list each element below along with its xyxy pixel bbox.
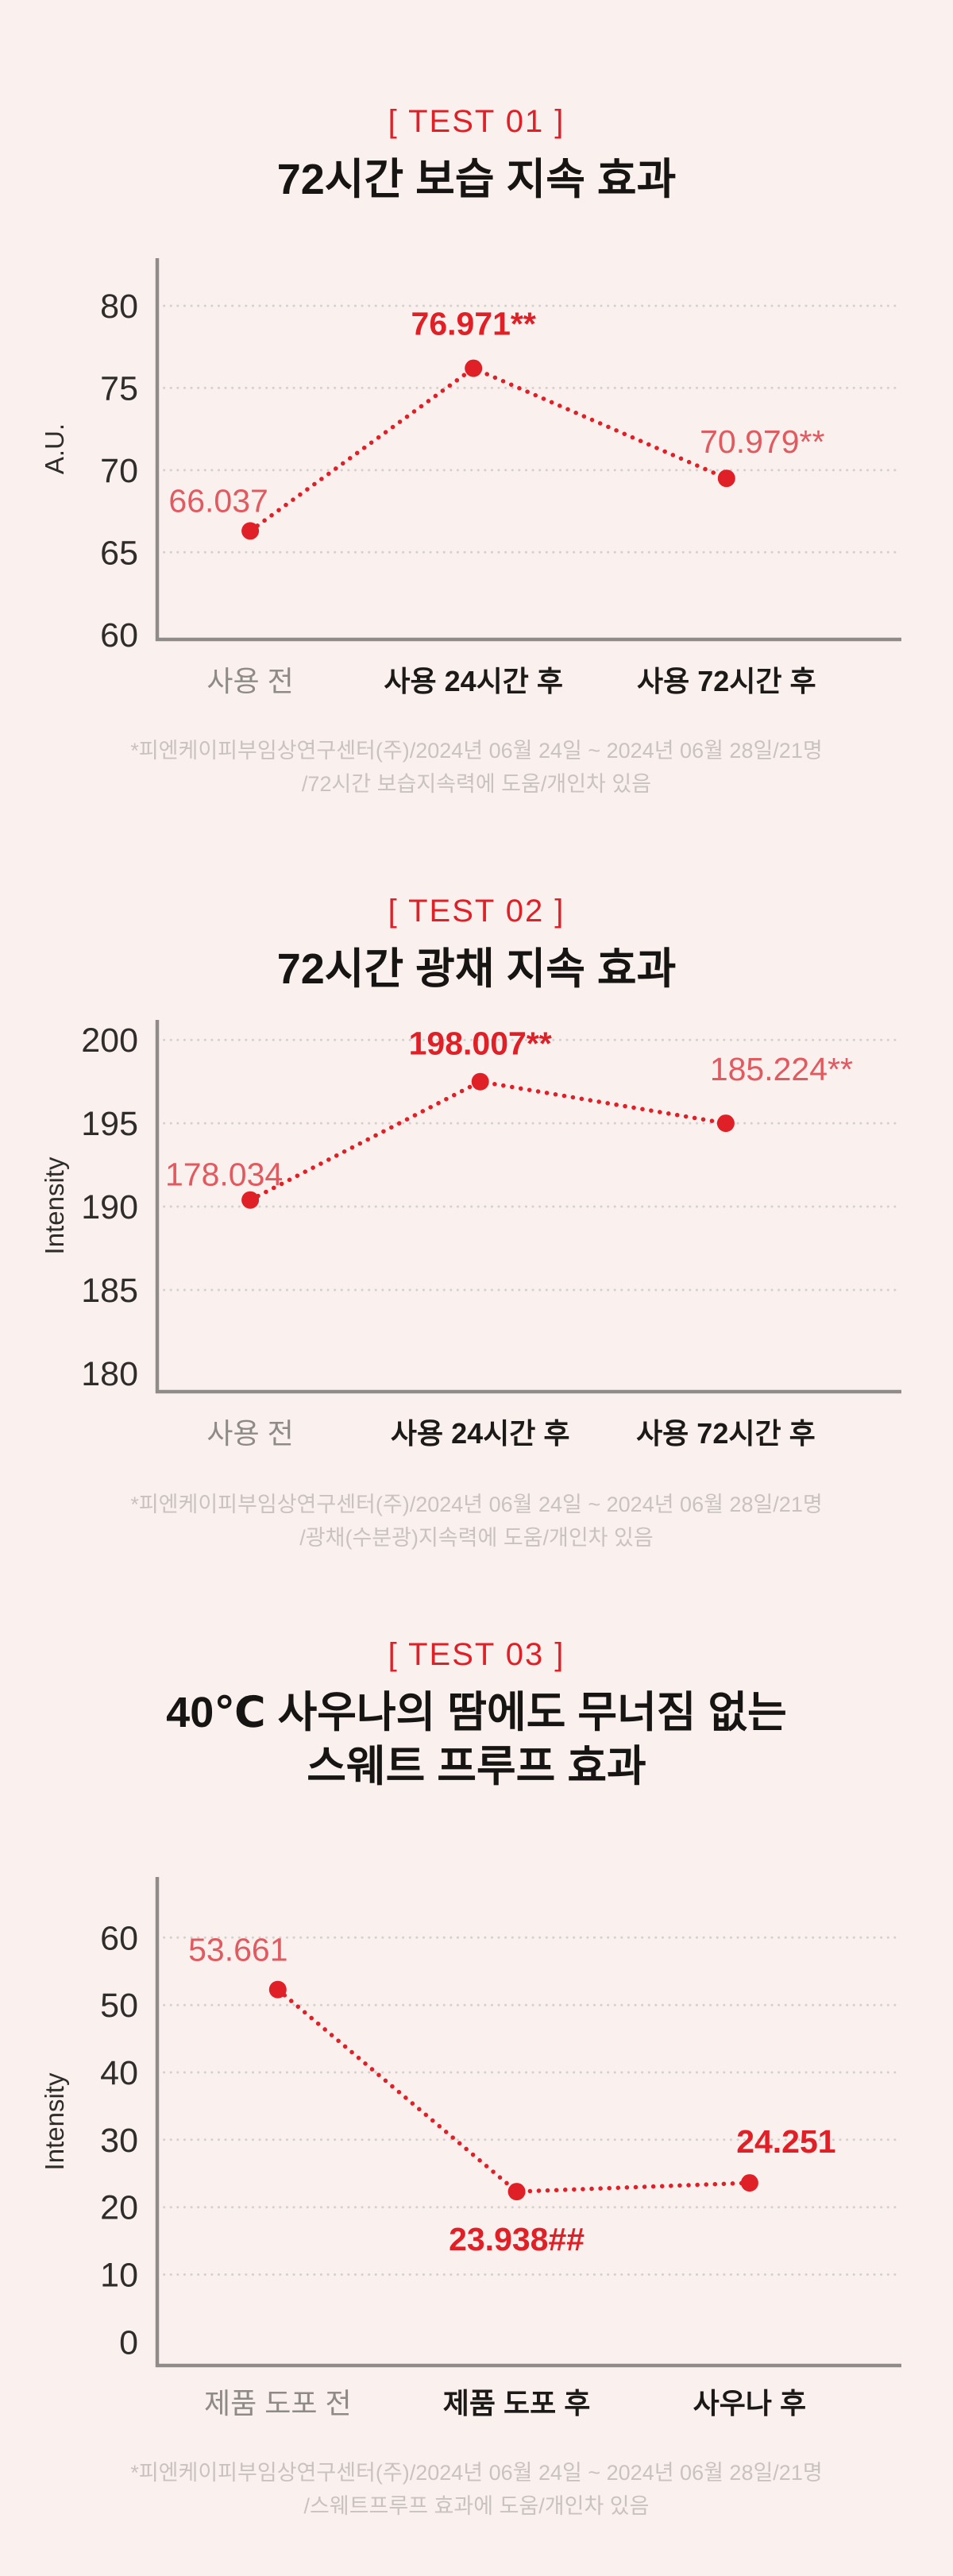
y-axis-labels: 0 10 20 30 40 50 60 Intensity	[40, 1919, 138, 2362]
test03-footnote-line-1: *피엔케이피부임상연구센터(주)/2024년 06월 24일 ~ 2024년 0…	[130, 2461, 823, 2485]
test02-tag: [ TEST 02 ]	[388, 894, 565, 929]
svg-text:185: 185	[81, 1272, 138, 1310]
data-point	[716, 1114, 735, 1133]
svg-text:60: 60	[100, 616, 138, 655]
svg-text:사용 72시간 후: 사용 72시간 후	[637, 665, 816, 697]
svg-text:사용 전: 사용 전	[206, 665, 293, 697]
data-point	[465, 359, 483, 377]
x-axis-labels: 사용 전 사용 24시간 후 사용 72시간 후	[206, 665, 816, 697]
x-axis-labels: 제품 도포 전 제품 도포 후 사우나 후	[204, 2387, 806, 2420]
svg-text:70.979**: 70.979**	[700, 423, 824, 460]
svg-text:178.034: 178.034	[165, 1157, 283, 1193]
svg-text:제품 도포 후: 제품 도포 후	[443, 2387, 591, 2420]
svg-text:10: 10	[100, 2257, 138, 2295]
data-point	[241, 522, 260, 540]
test01-section: [ TEST 01 ] 72시간 보습 지속 효과 60 65 70 75 80 A.U.…	[0, 102, 953, 801]
svg-text:76.971**: 76.971**	[411, 306, 536, 342]
svg-text:195: 195	[81, 1105, 138, 1143]
svg-text:185.224**: 185.224**	[710, 1051, 853, 1087]
test01-chart: 60 65 70 75 80 A.U. 66.037 76.971** 70.979** 사용 전…	[40, 258, 903, 697]
svg-text:사용 72시간 후: 사용 72시간 후	[636, 1417, 816, 1450]
svg-text:A.U.: A.U.	[40, 423, 69, 474]
svg-text:70: 70	[100, 452, 138, 490]
svg-text:0: 0	[119, 2323, 138, 2362]
svg-text:23.938##: 23.938##	[449, 2221, 585, 2257]
svg-text:사용 24시간 후: 사용 24시간 후	[384, 665, 563, 697]
svg-text:180: 180	[81, 1355, 138, 1393]
gridlines	[156, 304, 903, 554]
test03-tag: [ TEST 03 ]	[388, 1637, 565, 1672]
gridlines	[156, 1038, 903, 1292]
svg-text:사용 24시간 후: 사용 24시간 후	[391, 1417, 570, 1450]
test03-footnote: *피엔케이피부임상연구센터(주)/2024년 06월 24일 ~ 2024년 0…	[0, 2456, 953, 2523]
test03-footnote-line-2: /스웨트프루프 효과에 도움/개인차 있음	[303, 2494, 650, 2518]
axes	[155, 1877, 901, 2368]
test03-title-line-2: 스웨트 프루프 효과	[307, 1743, 646, 1790]
test01-tag: [ TEST 01 ]	[388, 104, 565, 139]
axes	[155, 258, 901, 642]
data-point	[471, 1072, 489, 1091]
gridlines	[156, 1936, 903, 2276]
test02-section: [ TEST 02 ] 72시간 광채 지속 효과 180 185 190 195 20…	[0, 891, 953, 1554]
svg-text:80: 80	[100, 288, 138, 326]
svg-text:60: 60	[100, 1919, 138, 1957]
data-series	[241, 359, 735, 540]
data-point	[507, 2183, 526, 2201]
y-axis-labels: 60 65 70 75 80 A.U.	[40, 288, 138, 655]
svg-text:20: 20	[100, 2189, 138, 2227]
test03-title-line-1: 40℃ 사우나의 땀에도 무너짐 없는	[166, 1689, 787, 1736]
value-labels: 53.661 23.938## 24.251	[188, 1932, 836, 2257]
test03-section: [ TEST 03 ] 40℃ 사우나의 땀에도 무너짐 없는 스웨트 프루프 …	[0, 1635, 953, 2523]
svg-text:Intensity: Intensity	[40, 2072, 69, 2170]
test02-footnote-line-2: /광채(수분광)지속력에 도움/개인차 있음	[299, 1526, 654, 1550]
svg-text:사용 전: 사용 전	[206, 1417, 293, 1450]
data-point	[241, 1191, 260, 1209]
data-series	[241, 1072, 735, 1209]
test01-footnote-line-2: /72시간 보습지속력에 도움/개인차 있음	[301, 772, 652, 796]
svg-text:200: 200	[81, 1022, 138, 1060]
svg-text:50: 50	[100, 1987, 138, 2025]
test02-title-line-1: 72시간 광채 지속 효과	[276, 945, 677, 993]
value-labels: 66.037 76.971** 70.979**	[168, 306, 824, 519]
data-point	[740, 2174, 758, 2192]
svg-text:53.661: 53.661	[188, 1932, 287, 1968]
data-point	[268, 1980, 287, 1999]
x-axis-labels: 사용 전 사용 24시간 후 사용 72시간 후	[206, 1417, 815, 1450]
axes	[155, 1020, 901, 1394]
test02-title: 72시간 광채 지속 효과	[0, 942, 953, 996]
svg-text:40: 40	[100, 2054, 138, 2092]
svg-text:75: 75	[100, 369, 138, 407]
test02-footnote: *피엔케이피부임상연구센터(주)/2024년 06월 24일 ~ 2024년 0…	[0, 1488, 953, 1554]
svg-text:사우나 후: 사우나 후	[693, 2387, 806, 2420]
test03-chart: 0 10 20 30 40 50 60 Intensity 53.661 23.938## 24.2…	[40, 1877, 903, 2420]
test01-footnote-line-1: *피엔케이피부임상연구센터(주)/2024년 06월 24일 ~ 2024년 0…	[130, 739, 823, 763]
svg-text:198.007**: 198.007**	[409, 1025, 552, 1062]
test02-footnote-line-1: *피엔케이피부임상연구센터(주)/2024년 06월 24일 ~ 2024년 0…	[130, 1493, 823, 1516]
svg-text:Intensity: Intensity	[40, 1157, 69, 1254]
svg-text:제품 도포 전: 제품 도포 전	[204, 2387, 352, 2420]
svg-text:30: 30	[100, 2122, 138, 2160]
value-labels: 178.034 198.007** 185.224**	[165, 1025, 853, 1193]
svg-text:65: 65	[100, 534, 138, 572]
svg-text:190: 190	[81, 1188, 138, 1226]
test02-chart: 180 185 190 195 200 Intensity 178.034 198.007**…	[40, 1020, 903, 1450]
svg-text:24.251: 24.251	[736, 2123, 835, 2160]
y-axis-labels: 180 185 190 195 200 Intensity	[40, 1022, 138, 1393]
test01-title-line-1: 72시간 보습 지속 효과	[276, 156, 677, 203]
test01-title: 72시간 보습 지속 효과	[0, 153, 953, 207]
test03-title: 40℃ 사우나의 땀에도 무너짐 없는 스웨트 프루프 효과	[0, 1686, 953, 1794]
data-series	[268, 1980, 758, 2201]
svg-text:66.037: 66.037	[168, 482, 268, 519]
test01-footnote: *피엔케이피부임상연구센터(주)/2024년 06월 24일 ~ 2024년 0…	[0, 734, 953, 801]
data-point	[717, 469, 735, 488]
